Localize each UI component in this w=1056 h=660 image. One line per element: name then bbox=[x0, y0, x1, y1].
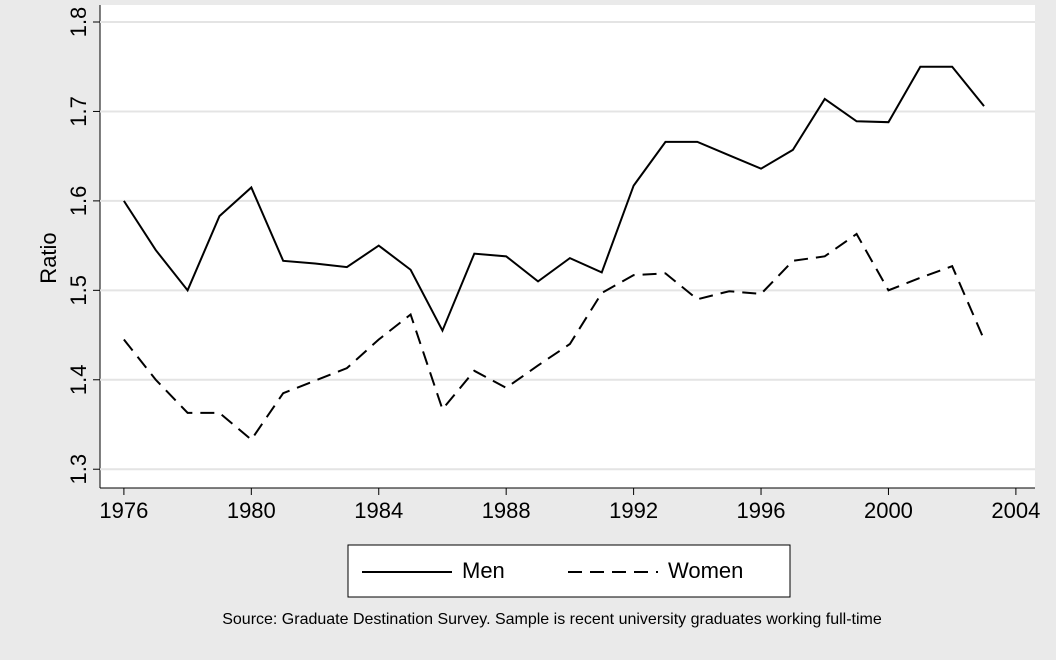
y-tick-label: 1.8 bbox=[66, 7, 91, 38]
legend-label: Women bbox=[668, 558, 743, 583]
x-tick-label: 2000 bbox=[864, 498, 913, 523]
y-axis-label: Ratio bbox=[36, 232, 61, 283]
line-series bbox=[123, 232, 985, 442]
y-tick-label: 1.5 bbox=[66, 275, 91, 306]
y-tick-label: 1.6 bbox=[66, 186, 91, 217]
x-tick-label: 1992 bbox=[609, 498, 658, 523]
line-series bbox=[123, 65, 985, 333]
y-tick-label: 1.4 bbox=[66, 364, 91, 395]
note: Source: Graduate Destination Survey. Sam… bbox=[222, 611, 882, 628]
legend-label: Men bbox=[462, 558, 505, 583]
plot-area bbox=[100, 5, 1035, 488]
x-tick-label: 1996 bbox=[737, 498, 786, 523]
x-tick-label: 1988 bbox=[482, 498, 531, 523]
x-tick-label: 1984 bbox=[354, 498, 403, 523]
x-tick-label: 1980 bbox=[227, 498, 276, 523]
x-tick-label: 2004 bbox=[991, 498, 1040, 523]
y-tick-label: 1.7 bbox=[66, 96, 91, 127]
x-tick-label: 1976 bbox=[99, 498, 148, 523]
y-tick-label: 1.3 bbox=[66, 454, 91, 485]
